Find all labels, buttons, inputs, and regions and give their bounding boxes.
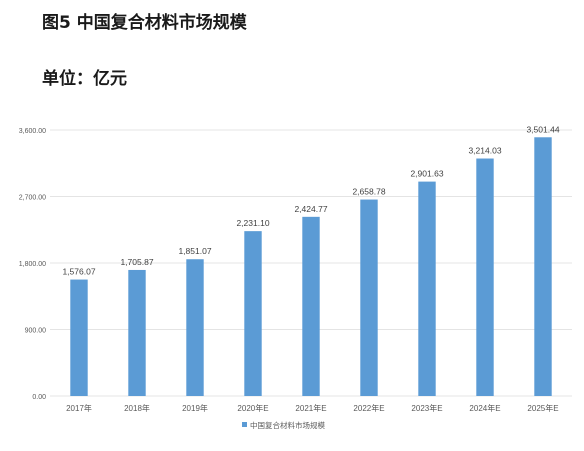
x-tick-label: 2020年E [237, 403, 268, 413]
x-axis-ticks: 2017年 2018年 2019年 2020年E 2021年E 2022年E 2023年E 2… [66, 403, 558, 413]
data-label: 2,424.77 [294, 204, 327, 214]
y-tick-label: 0.00 [32, 394, 46, 401]
unit-label: 单位：亿元 [42, 69, 127, 89]
data-label: 1,851.07 [178, 246, 211, 256]
x-tick-label: 2017年 [66, 403, 92, 413]
x-tick-label: 2023年E [411, 403, 442, 413]
bar [244, 231, 262, 396]
x-tick-label: 2025年E [527, 403, 558, 413]
bar [128, 269, 146, 396]
bar [476, 158, 494, 396]
y-axis-ticks: 0.00 900.00 1,800.00 2,700.00 3,600.00 [19, 128, 46, 401]
x-tick-label: 2024年E [469, 403, 500, 413]
bar [418, 181, 436, 396]
bar [302, 216, 320, 396]
legend: 中国复合材料市场规模 [242, 420, 325, 430]
bar-chart: 0.00 900.00 1,800.00 2,700.00 3,600.00 1,576… [0, 110, 584, 447]
legend-swatch [242, 422, 247, 427]
bar [186, 259, 204, 396]
figure-title: 图5 中国复合材料市场规模 [42, 13, 247, 33]
data-label: 1,576.07 [62, 267, 95, 277]
data-label: 3,214.03 [468, 146, 501, 156]
x-tick-label: 2022年E [353, 403, 384, 413]
bar [360, 199, 378, 396]
data-label: 3,501.44 [526, 124, 559, 134]
data-label: 2,658.78 [352, 187, 385, 197]
bar [70, 279, 88, 396]
data-label: 2,901.63 [410, 169, 443, 179]
x-tick-label: 2019年 [182, 403, 208, 413]
bar-chart-svg: 0.00 900.00 1,800.00 2,700.00 3,600.00 1,576… [19, 124, 572, 430]
x-tick-label: 2021年E [295, 403, 326, 413]
y-tick-label: 1,800.00 [19, 261, 46, 268]
legend-label: 中国复合材料市场规模 [250, 420, 325, 430]
data-label: 1,705.87 [120, 257, 153, 267]
bar [534, 137, 552, 397]
y-tick-label: 3,600.00 [19, 128, 46, 135]
y-tick-label: 2,700.00 [19, 195, 46, 202]
bars [70, 137, 552, 397]
y-tick-label: 900.00 [25, 328, 47, 335]
x-tick-label: 2018年 [124, 403, 150, 413]
data-label: 2,231.10 [236, 218, 269, 228]
data-labels: 1,576.07 1,705.87 1,851.07 2,231.10 2,424.77… [62, 124, 559, 276]
